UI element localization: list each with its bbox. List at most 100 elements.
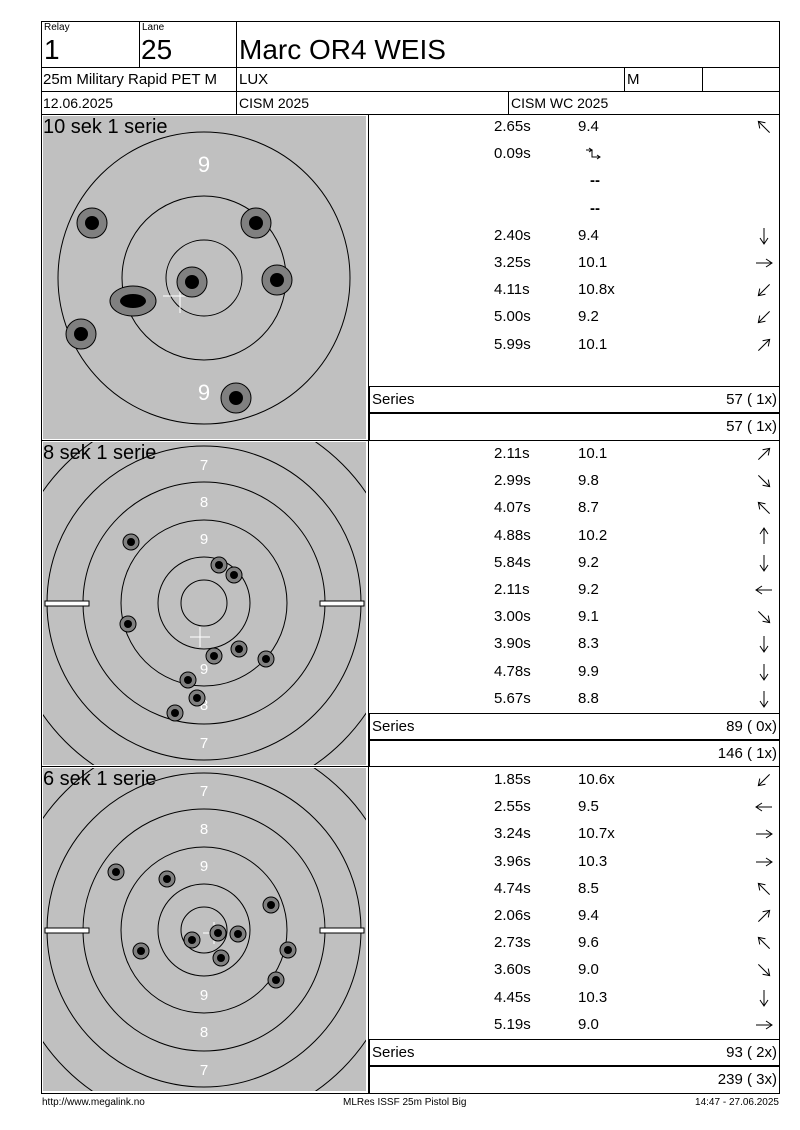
shot-score: 10.7x — [578, 825, 615, 843]
shot-hole — [257, 650, 275, 668]
ring-label: 7 — [200, 783, 208, 800]
shot-row: 4.07s 8.7 — [370, 495, 780, 522]
series-label: Series — [372, 718, 415, 735]
shot-time: 2.11s — [494, 581, 530, 598]
shot-score: 10.8x — [578, 281, 615, 299]
ring-label: 7 — [200, 1062, 208, 1079]
shot-time: 5.84s — [494, 553, 531, 571]
shot-time: 4.45s — [494, 988, 531, 1006]
direction-arrow-icon — [756, 829, 773, 839]
target-background — [43, 768, 366, 1091]
shooter-name: Marc OR4 WEIS — [239, 34, 446, 65]
shot-hole — [212, 949, 230, 967]
shot-score: 8.5 — [578, 879, 599, 897]
shot-score: 10.3 — [578, 852, 608, 870]
sighter-mark-icon — [586, 147, 601, 160]
ring-label: 9 — [200, 531, 208, 548]
shot-score: 9.2 — [578, 581, 599, 598]
shot-hole — [220, 382, 252, 414]
ring-label: 8 — [200, 697, 208, 714]
series-row: Series 89 ( 0x) — [369, 713, 780, 740]
shot-score: 10.3 — [578, 988, 608, 1006]
shot-row: 2.06s 9.4 — [370, 903, 780, 930]
scoring-bar-left — [44, 600, 90, 607]
direction-arrow-icon — [759, 636, 769, 654]
series-row: Series 57 ( 1x) — [369, 386, 780, 413]
shot-time: 4.07s — [494, 499, 531, 517]
shot-row: 2.73s 9.6 — [370, 930, 780, 957]
direction-arrow-icon — [759, 227, 769, 245]
ring-10 — [157, 556, 251, 650]
direction-arrow-icon — [757, 964, 771, 977]
section-title: 8 sek 1 serie — [43, 442, 157, 464]
shot-hole — [179, 671, 197, 689]
series-total: 89 ( 0x) — [726, 718, 777, 735]
shot-row: 4.11s 10.8x — [370, 277, 780, 304]
shot-hole — [188, 689, 206, 707]
shot-row: 1.85s 10.6x — [370, 767, 780, 794]
shot-score: 9.0 — [578, 961, 599, 979]
footer-url[interactable]: http://www.megalink.no — [42, 1097, 145, 1108]
shot-row: 4.74s 8.5 — [370, 876, 780, 903]
shot-row: 5.99s 10.1 — [370, 332, 780, 359]
ring-label: 9 — [200, 661, 208, 678]
shot-time: 2.40s — [494, 226, 531, 244]
shot-hole — [132, 942, 150, 960]
shot-time: 2.06s — [494, 907, 531, 924]
shot-score: 10.1 — [578, 335, 608, 353]
shot-row: 3.60s 9.0 — [370, 957, 780, 984]
header-vline-6 — [236, 91, 237, 115]
main-frame-left — [41, 115, 42, 1094]
shot-hole — [158, 870, 176, 888]
shot-score: 9.9 — [578, 662, 599, 680]
shot-time: 4.78s — [494, 662, 531, 680]
series-row: Series 93 ( 2x) — [369, 1039, 780, 1066]
shot-time: 3.60s — [494, 961, 531, 979]
shot-row: 2.11s 9.2 — [370, 577, 780, 604]
cumulative-row: 239 ( 3x) — [369, 1066, 780, 1093]
shot-time: 4.11s — [494, 281, 530, 299]
shot-row: 3.00s 9.1 — [370, 604, 780, 631]
section-title: 6 sek 1 serie — [43, 768, 157, 790]
direction-arrow-icon — [757, 475, 771, 488]
shot-hole — [205, 647, 223, 665]
shot-hole — [279, 941, 297, 959]
direction-arrow-icon — [757, 447, 771, 461]
shot-time: 2.99s — [494, 472, 531, 490]
main-frame-bottom — [41, 1093, 780, 1094]
shot-row: 4.88s 10.2 — [370, 523, 780, 550]
shot-time: 3.25s — [494, 254, 531, 271]
competition: CISM 2025 — [239, 95, 310, 111]
ring-label: 7 — [200, 457, 208, 474]
header-vline-1 — [139, 21, 140, 68]
direction-arrow-icon — [757, 773, 771, 787]
cumulative-total: 239 ( 3x) — [717, 1071, 777, 1088]
shot-row: 2.11s 10.1 — [370, 441, 780, 468]
event-name: 25m Military Rapid PET M — [43, 71, 217, 88]
ring-label: 9 — [200, 987, 208, 1004]
scoring-bar-left — [44, 927, 90, 934]
cumulative-total: 146 ( 1x) — [717, 745, 777, 762]
shot-hole — [76, 207, 108, 239]
direction-arrow-icon — [757, 338, 771, 351]
cumulative-row: 146 ( 1x) — [369, 740, 780, 767]
target-section-1: 9 9 — [43, 116, 366, 439]
direction-arrow-icon — [757, 284, 771, 297]
ring-label: 8 — [200, 821, 208, 838]
shot-row: -- — [370, 196, 780, 223]
ring-label: 8 — [200, 494, 208, 511]
shot-hole — [230, 640, 248, 658]
date: 12.06.2025 — [43, 95, 114, 111]
series-label: Series — [372, 1044, 415, 1061]
shot-row: 3.96s 10.3 — [370, 849, 780, 876]
lane-value: 25 — [141, 34, 173, 65]
shot-score: -- — [590, 172, 600, 190]
direction-arrow-icon — [759, 526, 769, 544]
shot-hole — [166, 704, 184, 722]
cumulative-row: 57 ( 1x) — [369, 413, 780, 440]
section-divider-2 — [41, 766, 780, 767]
shot-time: 4.88s — [494, 526, 531, 544]
shot-time: 2.55s — [494, 798, 531, 816]
shot-hole — [267, 971, 285, 989]
shot-hole — [262, 896, 280, 914]
